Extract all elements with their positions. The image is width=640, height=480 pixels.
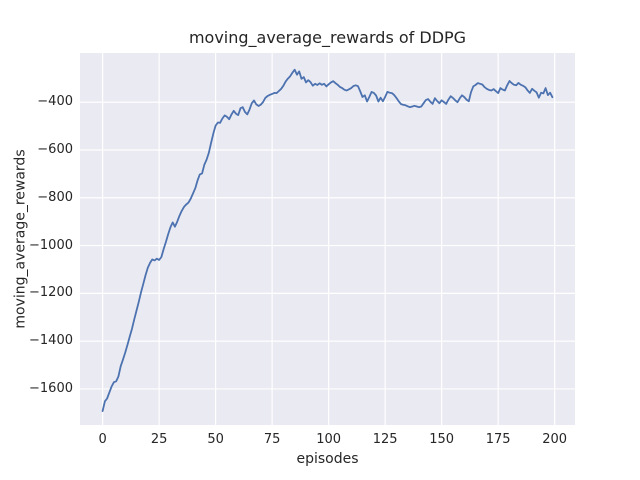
- x-tick-label: 150: [429, 432, 455, 447]
- y-tick-label: −1200: [29, 285, 73, 301]
- y-tick-label: −1400: [29, 333, 73, 349]
- x-tick-label: 75: [263, 432, 281, 447]
- y-tick-label: −1600: [29, 380, 73, 396]
- x-tick-label: 0: [98, 432, 107, 447]
- plot-area: [80, 53, 575, 425]
- chart-title: moving_average_rewards of DDPG: [188, 28, 467, 47]
- y-tick-label: −400: [37, 94, 73, 110]
- x-tick-label: 25: [150, 432, 168, 447]
- y-tick-label: −800: [37, 189, 73, 205]
- x-axis-label: episodes: [296, 451, 359, 467]
- y-tick-label: −1000: [29, 237, 73, 253]
- x-tick-label: 100: [316, 432, 342, 447]
- ddpg-rewards-line: [101, 68, 554, 413]
- x-tick-label: 125: [372, 432, 398, 447]
- line-chart: [80, 53, 575, 425]
- x-tick-label: 175: [485, 432, 511, 447]
- y-tick-label: −600: [37, 142, 73, 157]
- x-tick-label: 50: [207, 432, 224, 447]
- x-tick-label: 200: [542, 432, 568, 447]
